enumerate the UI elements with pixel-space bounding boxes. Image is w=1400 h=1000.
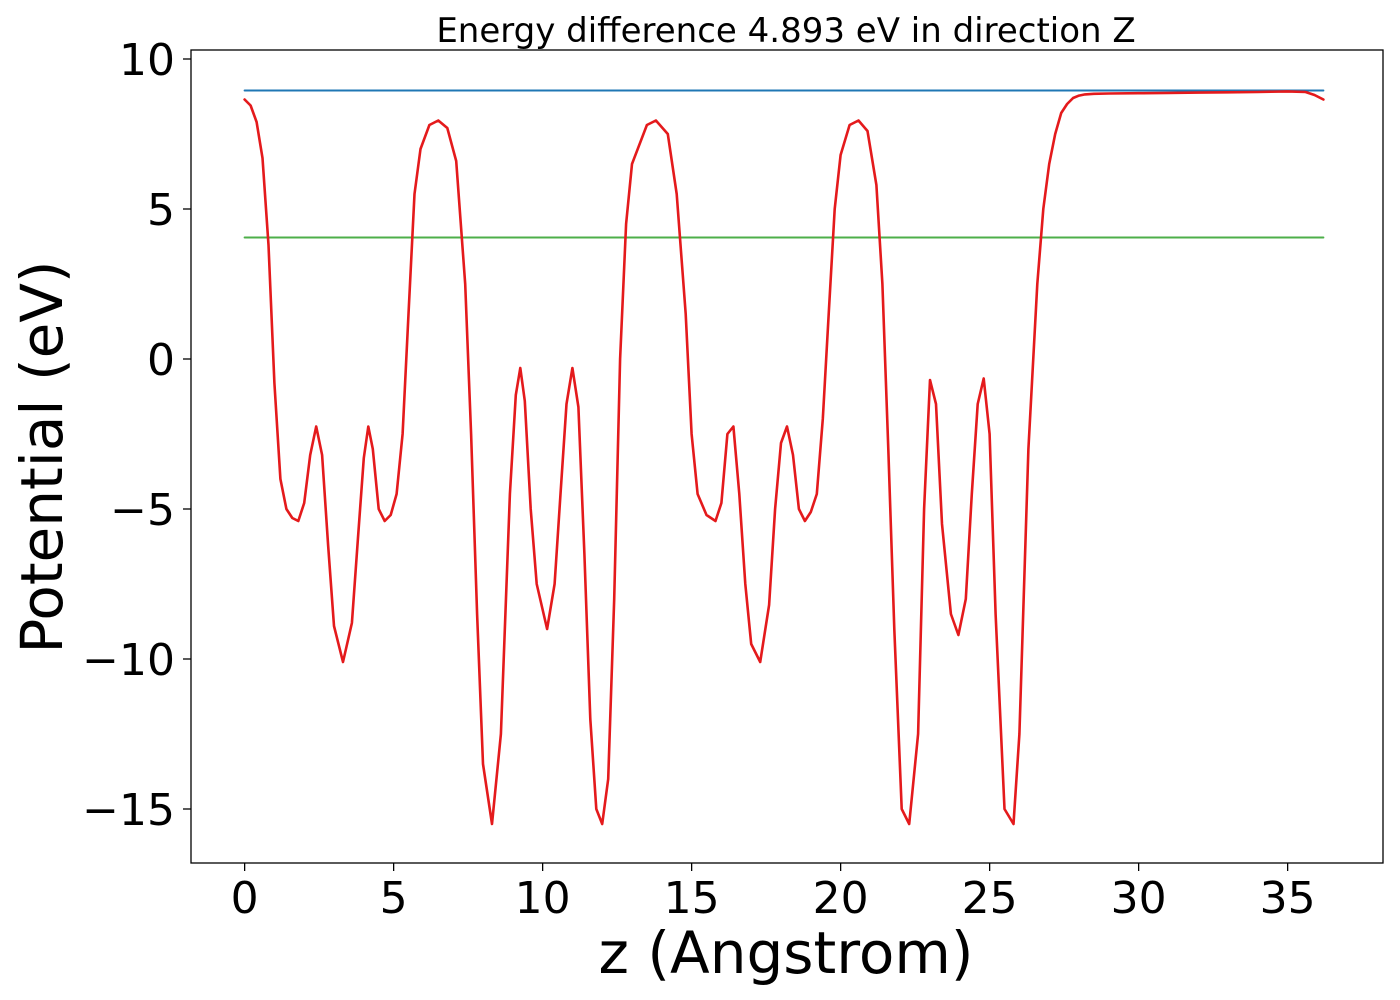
- x-tick-label: 15: [664, 873, 720, 924]
- x-tick-label: 20: [813, 873, 869, 924]
- x-tick-label: 10: [515, 873, 571, 924]
- y-tick-label: −10: [82, 635, 175, 686]
- plot-area-frame: [190, 49, 1384, 864]
- x-tick-label: 25: [962, 873, 1018, 924]
- y-tick-label: 5: [147, 185, 175, 236]
- x-tick-label: 35: [1260, 873, 1316, 924]
- y-tick-label: −15: [82, 785, 175, 836]
- y-axis-label: Potential (eV): [8, 260, 76, 653]
- x-axis-label: z (Angstrom): [599, 919, 974, 987]
- chart-title: Energy difference 4.893 eV in direction …: [436, 11, 1135, 51]
- tick-layer: 0 5 10 15 20 25 30 35 10 5 0 −5 −10 −15: [82, 35, 1315, 924]
- x-tick-label: 30: [1111, 873, 1167, 924]
- series-layer: [243, 89, 1325, 826]
- x-tick-label: 0: [231, 873, 259, 924]
- x-tick-label: 5: [380, 873, 408, 924]
- y-tick-label: 10: [119, 35, 175, 86]
- y-tick-label: −5: [110, 485, 175, 536]
- potential-curve: [243, 90, 1325, 826]
- y-tick-label: 0: [147, 335, 175, 386]
